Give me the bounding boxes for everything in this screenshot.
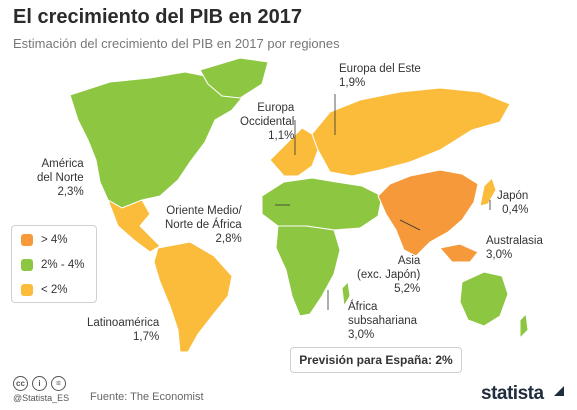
equals-icon: = (51, 376, 66, 391)
label-australasia: Australasia 3,0% (486, 234, 543, 262)
label-africa-sub: África subsahariana 3,0% (348, 300, 417, 342)
region-value: 0,4% (502, 204, 529, 216)
cc-icon: cc (13, 376, 28, 391)
label-america-norte: América del Norte 2,3% (37, 157, 84, 199)
region-value: 3,0% (348, 329, 375, 341)
region-madagascar (341, 280, 351, 308)
region-value: 1,1% (268, 130, 295, 142)
legend-label: < 2% (41, 284, 68, 296)
label-japon: Japón 0,4% (497, 189, 528, 217)
region-name: Europa del Este (339, 63, 421, 75)
region-value: 2,3% (57, 186, 84, 198)
legend-swatch (21, 234, 33, 246)
license-icons: cc i = (13, 376, 66, 391)
chart-subtitle: Estimación del crecimiento del PIB en 20… (13, 36, 340, 51)
region-name: Latinoamérica (87, 317, 160, 329)
region-name: Oriente Medio/ Norte de África (165, 205, 242, 231)
spain-forecast-box: Previsión para España: 2% (290, 347, 462, 373)
region-asia (377, 169, 479, 257)
label-latinoamerica: Latinoamérica 1,7% (87, 316, 159, 344)
label-europa-occidental: Europa Occidental 1,1% (240, 101, 294, 143)
region-north-america (69, 69, 251, 209)
region-middle-east (261, 177, 383, 231)
statista-logo-icon (554, 386, 564, 396)
region-name: Australasia (486, 235, 543, 247)
region-eastern-europe (311, 87, 511, 177)
region-central-america (107, 198, 161, 253)
region-new-zealand (519, 312, 529, 340)
region-south-america (153, 241, 233, 352)
attribution-icon: i (32, 376, 47, 391)
region-japan (479, 177, 497, 207)
region-value: 3,0% (486, 249, 513, 261)
legend-item-low: < 2% (21, 279, 96, 301)
map-legend: > 4% 2% - 4% < 2% (11, 225, 97, 303)
world-map (69, 57, 529, 352)
legend-label: 2% - 4% (41, 259, 85, 271)
label-europa-este: Europa del Este 1,9% (339, 62, 421, 90)
region-value: 1,9% (339, 77, 366, 89)
legend-item-high: > 4% (21, 229, 96, 251)
legend-swatch (21, 284, 33, 296)
legend-label: > 4% (41, 234, 68, 246)
region-australia (459, 271, 509, 327)
region-greenland (199, 57, 269, 99)
source-text: Fuente: The Economist (90, 391, 204, 403)
label-oriente-medio: Oriente Medio/ Norte de África 2,8% (165, 204, 242, 246)
label-asia: Asia (exc. Japón) 5,2% (357, 254, 420, 296)
region-name: Japón (497, 190, 529, 202)
region-name: África subsahariana (348, 301, 418, 327)
region-name: América del Norte (37, 158, 84, 184)
region-southeast-asia (439, 243, 479, 263)
legend-item-mid: 2% - 4% (21, 254, 96, 276)
region-name: Europa Occidental (240, 102, 295, 128)
twitter-handle: @Statista_ES (13, 393, 70, 403)
region-value: 5,2% (394, 283, 421, 295)
statista-logo[interactable]: statista (481, 383, 544, 404)
region-name: Asia (exc. Japón) (357, 255, 421, 281)
chart-title: El crecimiento del PIB en 2017 (13, 6, 303, 28)
region-value: 1,7% (133, 331, 160, 343)
region-sub-saharan-africa (275, 225, 341, 317)
legend-swatch (21, 259, 33, 271)
region-value: 2,8% (215, 233, 242, 245)
